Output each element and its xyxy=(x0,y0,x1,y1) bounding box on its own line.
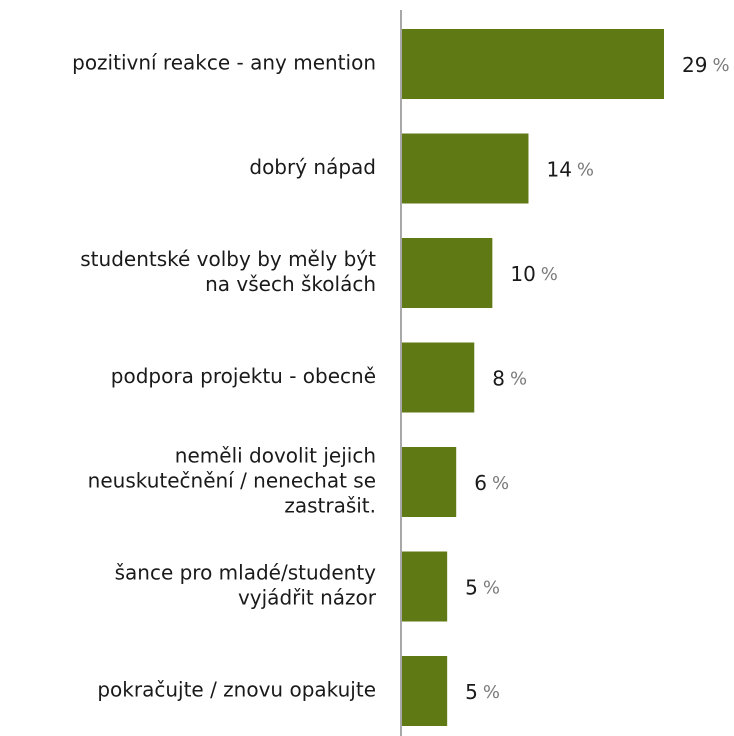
category-label-line: na všech školách xyxy=(205,272,376,296)
value-unit: % xyxy=(541,264,558,285)
category-label-1: dobrý nápad xyxy=(249,155,376,179)
category-label-3: podpora projektu - obecně xyxy=(111,364,376,388)
category-label-line: dobrý nápad xyxy=(249,155,376,179)
value-number: 8 xyxy=(492,366,505,390)
category-label-line: šance pro mladé/studenty xyxy=(115,561,377,585)
value-labels-group: 29 %14 %10 %8 %6 %5 %5% xyxy=(465,53,729,704)
value-unit: % xyxy=(483,578,500,599)
value-unit: % xyxy=(510,369,527,390)
value-label-2: 10% xyxy=(510,262,558,286)
value-number: 6 xyxy=(474,471,487,495)
category-label-5: šance pro mladé/studenty vyjádřit názor xyxy=(115,561,377,610)
bar-6 xyxy=(402,656,448,726)
value-unit: % xyxy=(492,473,509,494)
value-number: 5 xyxy=(465,575,478,599)
bar-2 xyxy=(402,238,493,308)
value-label-4: 6% xyxy=(474,471,509,495)
value-number: 29 xyxy=(682,53,707,77)
category-label-line: pozitivní reakce - any mention xyxy=(72,51,376,75)
value-unit: % xyxy=(483,682,500,703)
value-unit: % xyxy=(577,160,594,181)
category-label-line: vyjádřit názor xyxy=(238,586,377,610)
bars-group xyxy=(402,29,664,726)
bar-3 xyxy=(402,342,475,413)
bar-4 xyxy=(402,447,457,517)
category-label-line: pokračujte / znovu opakujte xyxy=(97,678,376,702)
bar-0 xyxy=(402,29,664,99)
value-label-0: 29% xyxy=(682,53,730,77)
value-number: 5 xyxy=(465,680,478,704)
category-label-4: neměli dovolit jejich neuskutečnění / nen… xyxy=(88,444,376,518)
value-label-5: 5% xyxy=(465,575,500,599)
value-unit: % xyxy=(712,55,729,76)
value-label-6: 5% xyxy=(465,680,500,704)
category-label-6: pokračujte / znovu opakujte xyxy=(97,678,376,702)
bar-5 xyxy=(402,551,448,622)
category-labels-group: pozitivní reakce - any mention dobrý nápa… xyxy=(72,51,377,702)
value-label-1: 14% xyxy=(546,157,594,181)
category-label-line: podpora projektu - obecně xyxy=(111,364,376,388)
category-label-0: pozitivní reakce - any mention xyxy=(72,51,376,75)
category-label-line: zastrašit. xyxy=(284,494,376,518)
bar-1 xyxy=(402,133,529,204)
category-label-line: neměli dovolit jejich xyxy=(175,444,376,468)
category-label-line: neuskutečnění / nenechat se xyxy=(88,469,376,493)
category-label-line: studentské volby by měly být xyxy=(80,247,376,271)
value-number: 10 xyxy=(510,262,535,286)
category-label-2: studentské volby by měly být na všech ško… xyxy=(80,247,376,296)
value-label-3: 8% xyxy=(492,366,527,390)
value-number: 14 xyxy=(546,157,571,181)
